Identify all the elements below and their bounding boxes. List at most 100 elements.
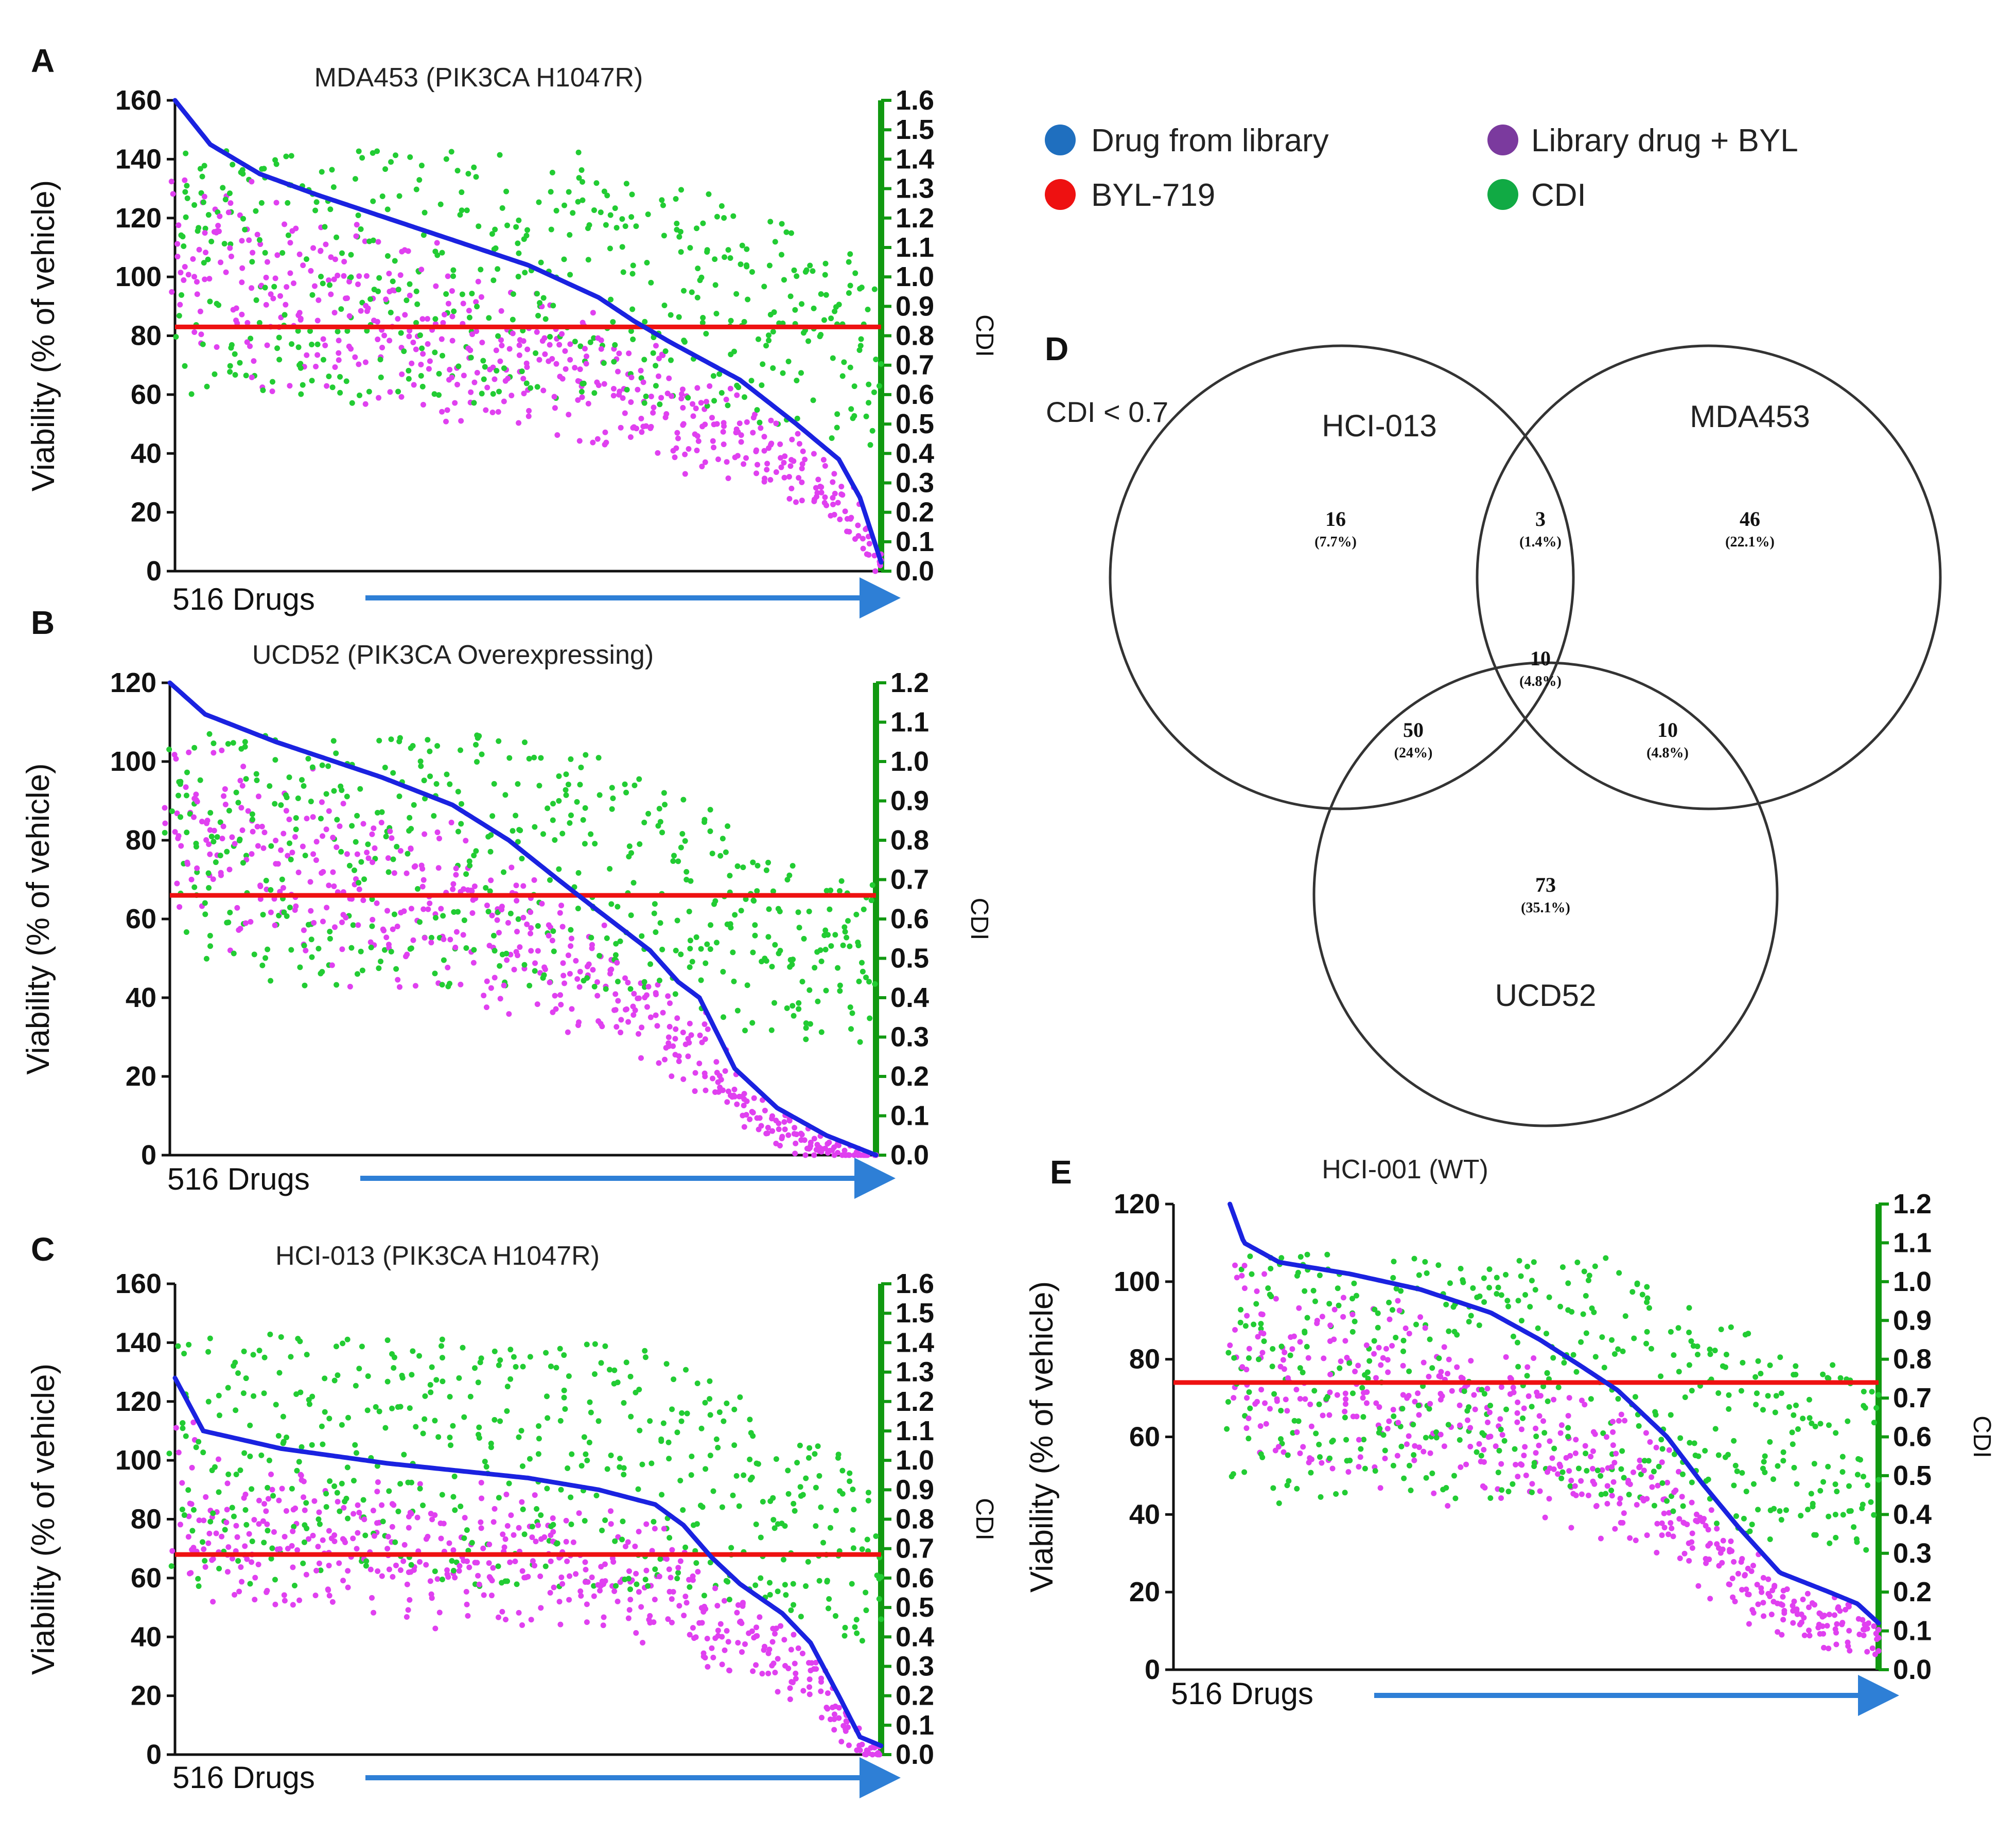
cdi-point xyxy=(731,1442,738,1448)
cdi-point xyxy=(1365,1375,1371,1382)
cdi-point xyxy=(544,1393,550,1400)
combo-point xyxy=(398,910,404,916)
combo-point xyxy=(1533,1450,1539,1456)
combo-point xyxy=(516,1525,522,1531)
venn-count: 73 xyxy=(1535,873,1556,896)
cdi-point xyxy=(1868,1499,1874,1505)
combo-point xyxy=(252,1575,258,1581)
y2-tick-label: 0.6 xyxy=(1893,1422,1932,1453)
cdi-point xyxy=(1351,1280,1357,1286)
cdi-point xyxy=(749,1020,756,1026)
cdi-point xyxy=(709,851,715,857)
combo-point xyxy=(277,1546,283,1552)
cdi-point xyxy=(315,946,322,952)
combo-point xyxy=(703,399,709,405)
cdi-point xyxy=(233,1407,239,1413)
combo-point xyxy=(1610,1429,1616,1435)
combo-point xyxy=(1695,1583,1702,1589)
cdi-point xyxy=(723,849,729,855)
cdi-point xyxy=(668,312,674,318)
combo-point xyxy=(721,423,727,429)
cdi-point xyxy=(673,196,679,202)
combo-point xyxy=(449,313,455,320)
combo-point xyxy=(793,1670,799,1676)
cdi-point xyxy=(707,1396,713,1402)
y-tick-label: 0 xyxy=(146,1739,162,1770)
chart-title: UCD52 (PIK3CA Overexpressing) xyxy=(252,640,654,670)
combo-point xyxy=(1784,1586,1790,1593)
cdi-point xyxy=(806,908,812,914)
cdi-point xyxy=(268,843,274,849)
combo-point xyxy=(1498,1384,1504,1390)
combo-point xyxy=(1529,1481,1535,1487)
cdi-point xyxy=(309,954,315,960)
combo-point xyxy=(599,1578,605,1584)
cdi-point xyxy=(376,965,382,971)
combo-point xyxy=(1356,1437,1362,1443)
combo-point xyxy=(778,1623,784,1629)
combo-point xyxy=(1546,1496,1552,1502)
combo-point xyxy=(1280,1357,1286,1363)
cdi-point xyxy=(194,869,200,875)
cdi-point xyxy=(637,841,643,847)
combo-point xyxy=(492,1506,498,1512)
combo-point xyxy=(1254,1288,1260,1295)
cdi-point xyxy=(395,1508,401,1514)
cdi-point xyxy=(752,932,758,939)
combo-point xyxy=(341,258,347,264)
y-tick-label: 100 xyxy=(110,746,156,777)
cdi-point xyxy=(1860,1474,1866,1480)
y2-axis-label: CDI xyxy=(971,1498,998,1541)
combo-point xyxy=(360,897,366,904)
combo-point xyxy=(454,381,461,387)
combo-point xyxy=(419,883,426,890)
drug-alone-curve xyxy=(172,98,884,565)
combo-point xyxy=(292,834,298,840)
combo-point xyxy=(1471,1392,1477,1398)
cdi-point xyxy=(510,291,516,297)
cdi-point xyxy=(288,947,294,953)
combo-point xyxy=(696,1620,703,1626)
cdi-point xyxy=(730,213,737,219)
combo-point xyxy=(1267,1406,1273,1412)
combo-point xyxy=(1739,1587,1745,1593)
y2-tick-label: 0.3 xyxy=(896,467,934,498)
combo-point xyxy=(724,459,730,465)
cdi-point xyxy=(407,815,413,821)
cdi-point xyxy=(1382,1447,1388,1454)
cdi-point xyxy=(1859,1505,1865,1511)
combo-point xyxy=(346,278,353,285)
combo-point xyxy=(532,1492,538,1498)
combo-point xyxy=(576,984,583,990)
combo-point xyxy=(1482,1484,1488,1491)
combo-point xyxy=(822,463,828,469)
combo-point xyxy=(1503,1354,1509,1360)
cdi-point xyxy=(669,1406,675,1412)
cdi-point xyxy=(790,1581,796,1587)
cdi-point xyxy=(1861,1403,1867,1409)
cdi-point xyxy=(1391,1413,1397,1419)
cdi-point xyxy=(765,859,772,865)
combo-point xyxy=(1460,1375,1466,1382)
combo-point xyxy=(742,1641,748,1647)
combo-point xyxy=(643,1567,650,1573)
combo-point xyxy=(315,297,322,303)
cdi-point xyxy=(427,773,433,780)
combo-point xyxy=(1334,1392,1340,1398)
combo-point xyxy=(504,1523,511,1529)
combo-point xyxy=(838,1739,845,1745)
combo-point xyxy=(719,1634,725,1640)
combo-point xyxy=(1654,1550,1660,1556)
combo-point xyxy=(717,1621,724,1627)
combo-point xyxy=(1659,1532,1665,1538)
combo-point xyxy=(1821,1644,1827,1651)
combo-point xyxy=(823,1704,830,1710)
cdi-point xyxy=(283,153,289,160)
cdi-point xyxy=(325,763,331,769)
combo-point xyxy=(558,1002,564,1008)
combo-point xyxy=(638,416,644,422)
cdi-point xyxy=(865,306,871,312)
combo-point xyxy=(1775,1629,1781,1635)
cdi-point xyxy=(421,777,427,784)
combo-point xyxy=(722,1068,728,1074)
